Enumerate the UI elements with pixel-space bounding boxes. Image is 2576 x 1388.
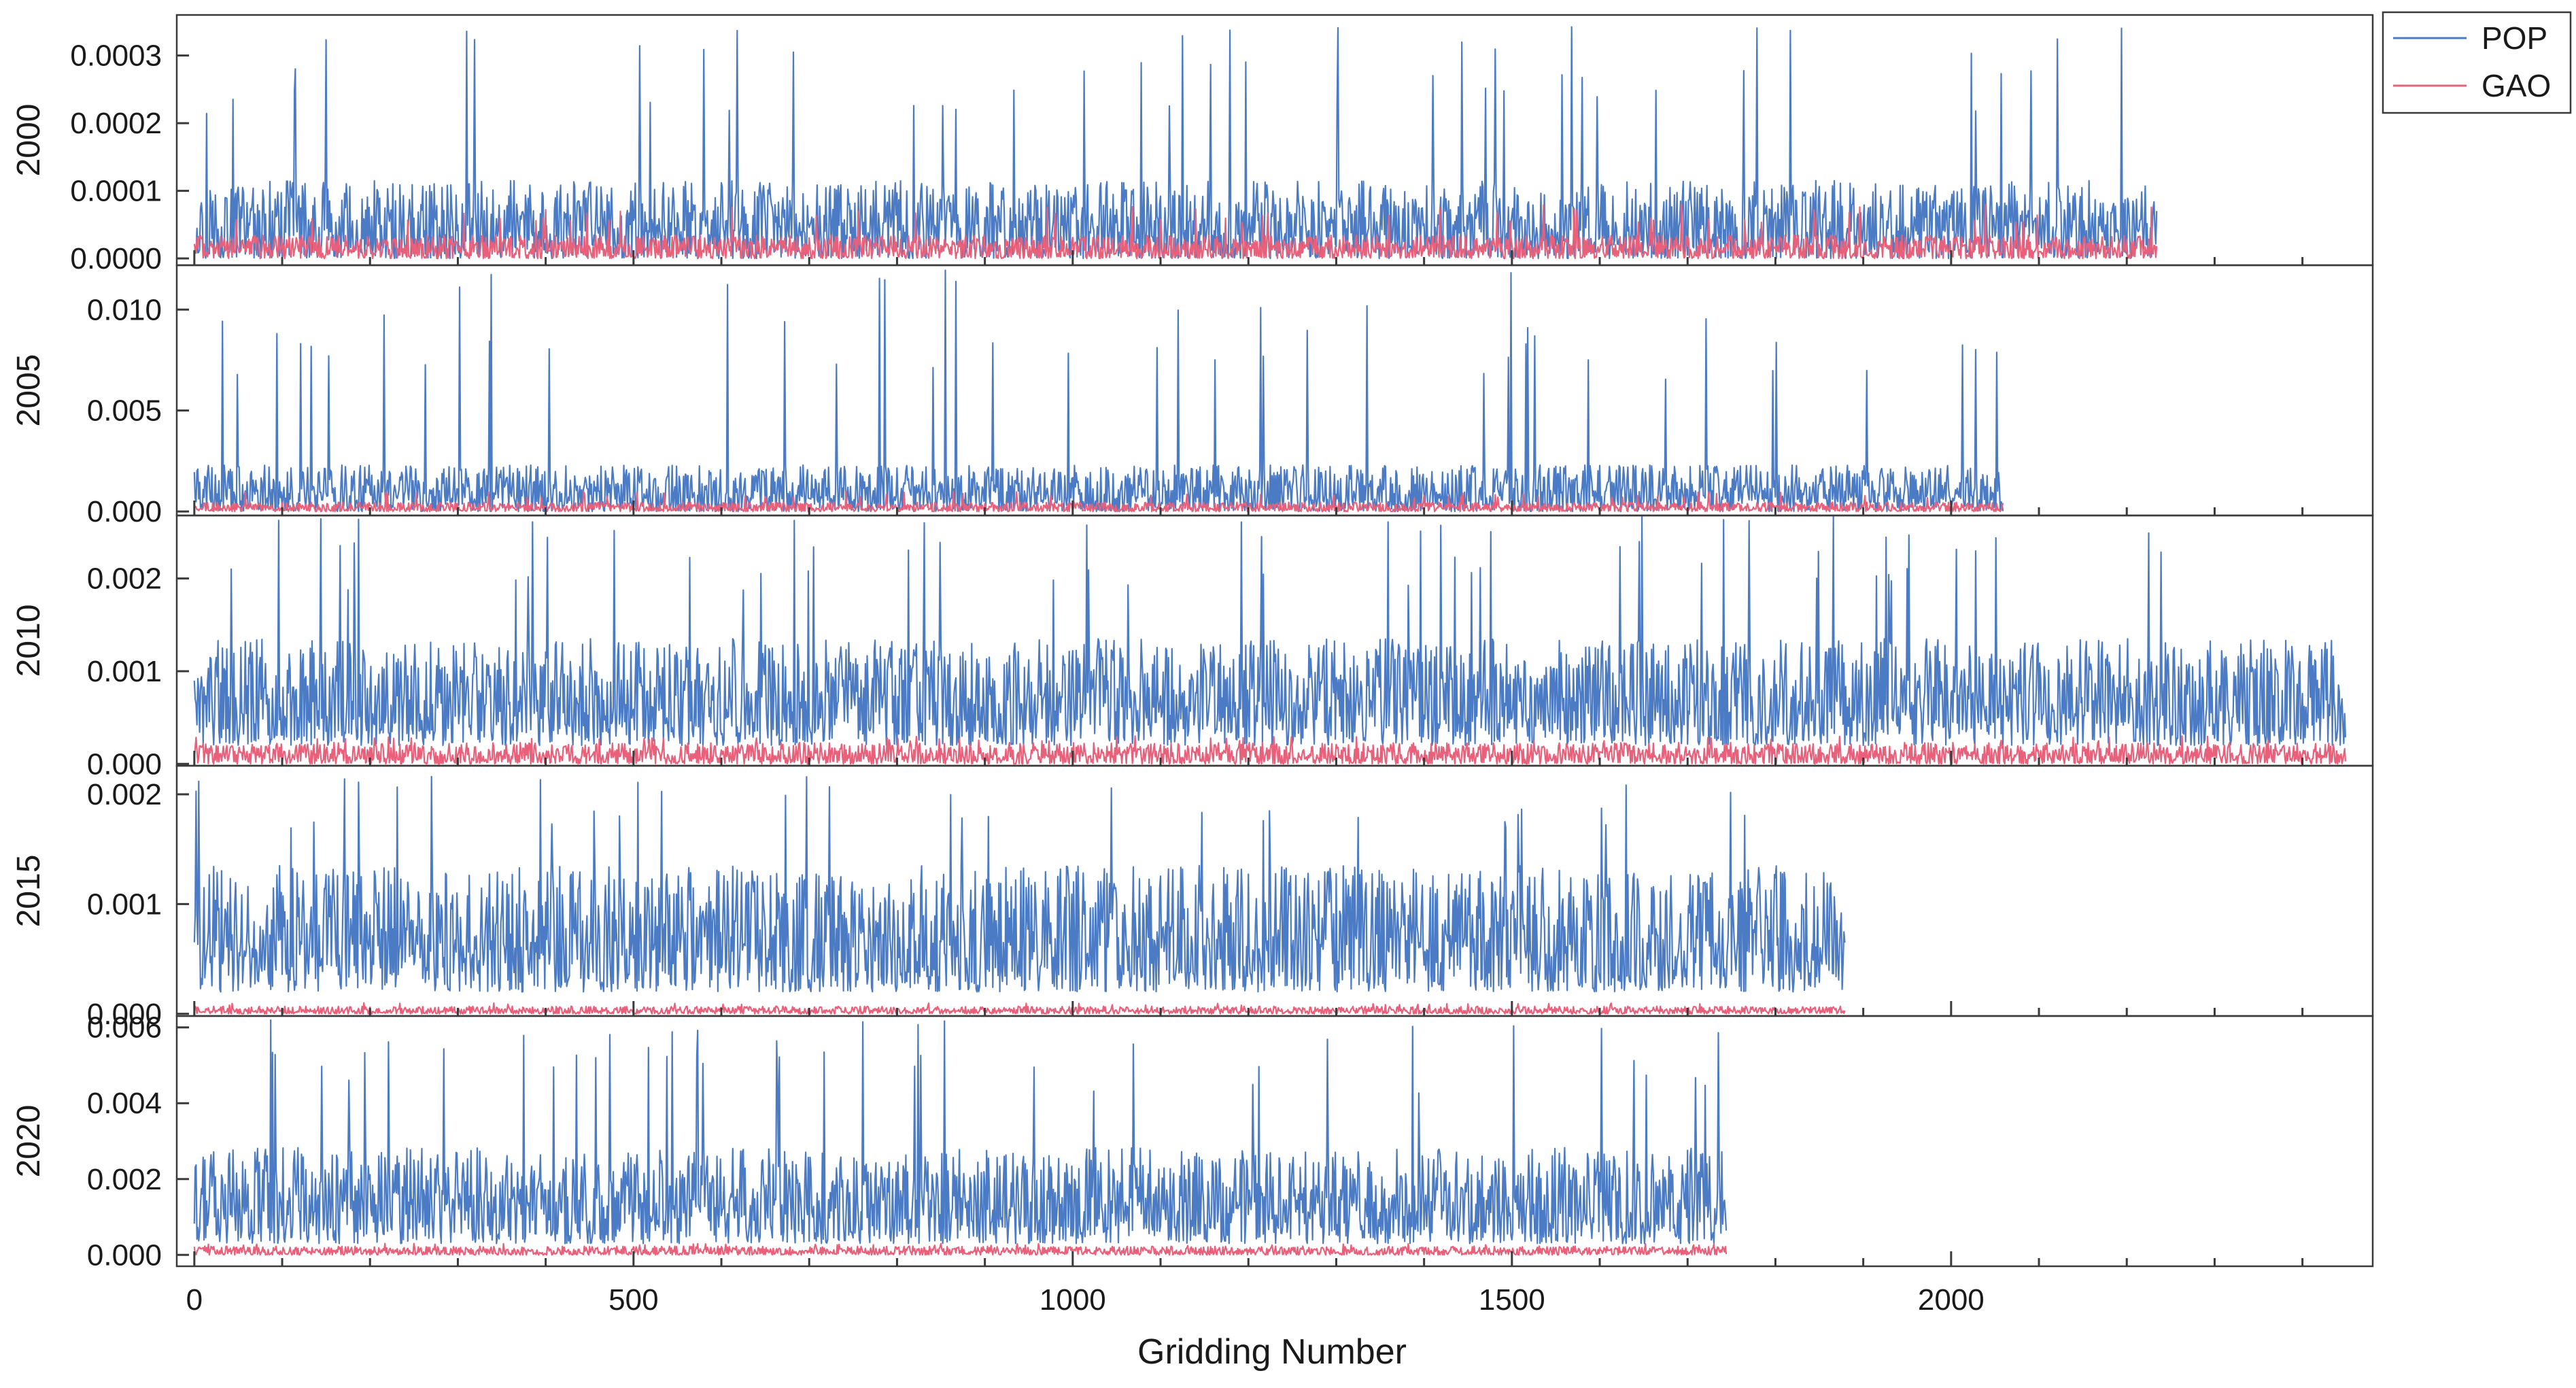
y-tick-label: 0.000 bbox=[87, 747, 162, 781]
series-line-gao-2020 bbox=[193, 1242, 1728, 1256]
y-tick-label: 0.004 bbox=[87, 1087, 162, 1120]
panel-year-label: 2005 bbox=[11, 354, 47, 427]
legend: POP GAO bbox=[2382, 11, 2572, 114]
y-tick-label: 0.002 bbox=[87, 778, 162, 811]
series-line-gao-2000 bbox=[193, 203, 2158, 260]
series-line-pop-2015 bbox=[193, 775, 1846, 993]
y-tick-label: 0.000 bbox=[87, 998, 162, 1031]
panel-2010: 0.000 0.001 0.002 2010 bbox=[11, 514, 2374, 781]
series-line-pop-2005 bbox=[193, 269, 2004, 513]
legend-box bbox=[2382, 11, 2572, 114]
y-tick-label: 0.005 bbox=[87, 394, 162, 428]
x-tick-label: 2000 bbox=[1918, 1283, 1985, 1317]
y-tick-label: 0.000 bbox=[87, 1238, 162, 1272]
x-axis: 0 500 1000 1500 2000 bbox=[186, 1283, 1985, 1317]
y-tick-label: 0.010 bbox=[87, 293, 162, 326]
panel-2015: 0.000 0.001 0.002 2015 bbox=[11, 764, 2374, 1031]
panel-year-label: 2000 bbox=[11, 104, 47, 177]
y-tick-label: 0.002 bbox=[87, 562, 162, 596]
series-line-pop-2010 bbox=[193, 515, 2346, 747]
series-line-gao-2010 bbox=[193, 735, 2346, 765]
y-tick-label: 0.0003 bbox=[70, 39, 162, 73]
y-tick-label: 0.002 bbox=[87, 1163, 162, 1196]
panel-2000: 0.0000 0.0001 0.0002 0.0003 2000 bbox=[11, 14, 2374, 275]
panels-layer: 0.00000.00010.00020.000320000.0000.0050.… bbox=[11, 14, 2374, 1272]
legend-label-gao: GAO bbox=[2481, 68, 2551, 103]
y-tick-label: 0.006 bbox=[87, 1011, 162, 1045]
legend-label-pop: POP bbox=[2481, 20, 2547, 56]
y-tick-label: 0.0001 bbox=[70, 175, 162, 208]
x-tick-label: 1500 bbox=[1479, 1283, 1545, 1317]
y-tick-label: 0.0000 bbox=[70, 242, 162, 275]
series-line-gao-2005 bbox=[193, 490, 2004, 513]
panel-year-label: 2015 bbox=[11, 855, 47, 928]
y-tick-label: 0.001 bbox=[87, 655, 162, 688]
x-tick-label: 1000 bbox=[1040, 1283, 1106, 1317]
series-line-gao-2015 bbox=[193, 1002, 1846, 1015]
panel-year-label: 2020 bbox=[11, 1105, 47, 1178]
panel-year-label: 2010 bbox=[11, 605, 47, 677]
series-line-pop-2020 bbox=[193, 1019, 1728, 1245]
series-line-pop-2000 bbox=[193, 26, 2158, 260]
x-tick-label: 500 bbox=[608, 1283, 658, 1317]
y-tick-label: 0.000 bbox=[87, 495, 162, 528]
x-axis-title: Gridding Number bbox=[1137, 1332, 1407, 1372]
y-tick-label: 0.0002 bbox=[70, 107, 162, 140]
panel-frame bbox=[175, 1015, 2374, 1268]
y-tick-label: 0.001 bbox=[87, 887, 162, 921]
panel-2020: 0.000 0.002 0.004 0.006 2020 bbox=[11, 1011, 2374, 1272]
x-tick-label: 0 bbox=[186, 1283, 203, 1317]
panel-2005: 0.000 0.005 0.010 2005 bbox=[11, 264, 2374, 528]
